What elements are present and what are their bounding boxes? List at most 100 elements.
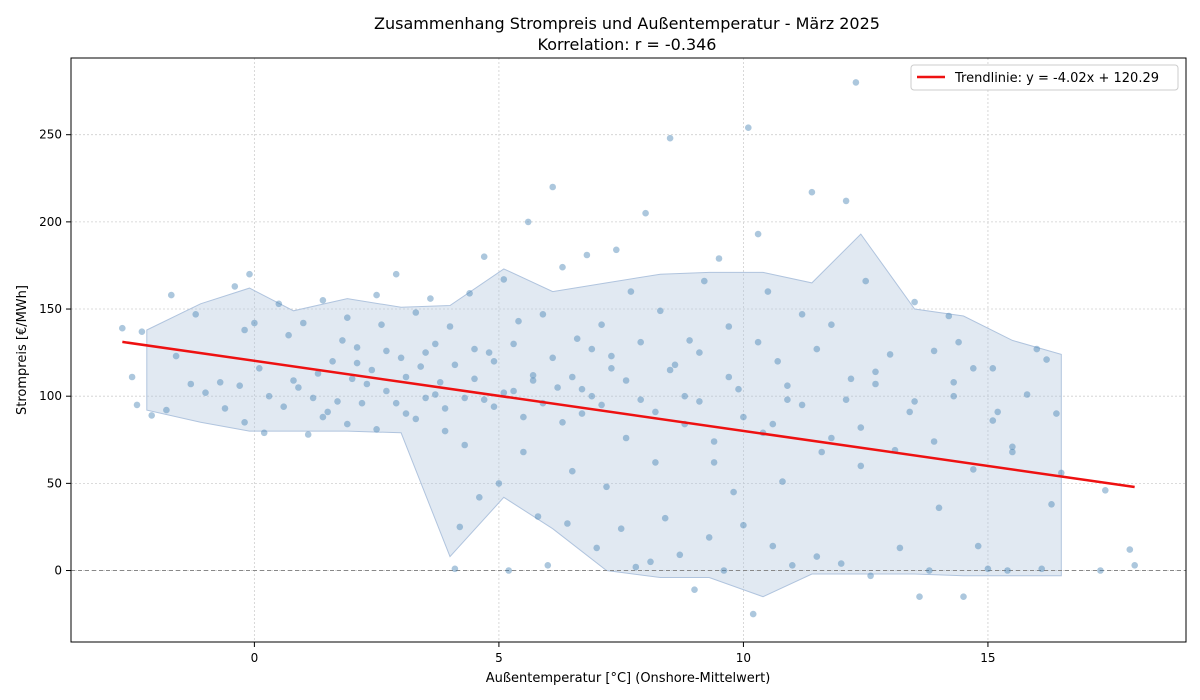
data-point [373, 426, 380, 433]
data-point [446, 323, 454, 330]
data-point [710, 459, 718, 466]
data-point [1043, 356, 1050, 363]
data-point [329, 358, 336, 365]
data-point [828, 434, 835, 442]
data-point [740, 413, 747, 421]
data-point [715, 255, 723, 262]
data-point [705, 534, 713, 541]
data-point [784, 396, 791, 404]
data-point [603, 483, 610, 491]
data-points [119, 79, 1138, 618]
data-point [490, 403, 498, 411]
data-point [701, 277, 708, 285]
data-point [138, 328, 146, 336]
data-point [260, 429, 268, 437]
data-point [1004, 567, 1011, 574]
data-point [515, 317, 522, 325]
data-point [950, 392, 957, 400]
data-point [671, 361, 679, 369]
y-axis-label: Strompreis [€/MWh] [15, 285, 30, 415]
data-point [632, 563, 640, 571]
data-point [1038, 565, 1045, 573]
grid-lines [71, 58, 1186, 642]
data-point [471, 345, 478, 353]
data-point [549, 354, 556, 362]
data-point [485, 349, 493, 356]
data-point [696, 349, 703, 356]
data-point [769, 420, 777, 428]
data-point [994, 408, 1001, 416]
data-point [970, 466, 977, 473]
data-point [637, 338, 644, 346]
data-point [422, 394, 429, 402]
y-tick-label: 100 [39, 389, 62, 403]
data-point [295, 384, 302, 391]
data-point [867, 572, 874, 580]
chart-title: Zusammenhang Strompreis und Außentempera… [374, 14, 880, 33]
data-point [872, 368, 879, 376]
data-point [427, 295, 434, 302]
confidence-band [146, 233, 1062, 598]
data-point [353, 344, 361, 351]
data-point [353, 359, 361, 367]
data-point [578, 385, 586, 393]
y-tick-label: 0 [54, 564, 62, 578]
data-point [617, 525, 625, 532]
data-point [1053, 410, 1060, 417]
data-point [847, 375, 855, 383]
data-point [652, 459, 659, 466]
data-point [588, 392, 596, 400]
data-point [989, 417, 997, 424]
data-point [569, 373, 576, 381]
data-point [569, 467, 576, 475]
data-point [358, 399, 366, 407]
data-point [441, 427, 449, 435]
data-point [524, 218, 532, 226]
data-point [911, 298, 918, 306]
data-point [857, 424, 865, 431]
data-point [480, 396, 488, 404]
data-point [510, 387, 517, 395]
data-point [422, 349, 429, 356]
data-point [573, 335, 581, 343]
data-point [970, 365, 977, 372]
data-point [392, 270, 400, 278]
data-point [593, 544, 600, 552]
data-point [290, 377, 297, 384]
data-point [383, 387, 390, 395]
data-point [221, 405, 229, 412]
data-point [339, 337, 346, 344]
data-point [495, 480, 503, 487]
data-point [808, 188, 816, 196]
x-tick-label: 15 [980, 651, 995, 665]
data-point [265, 392, 273, 400]
y-tick-label: 200 [39, 215, 62, 229]
data-point [769, 542, 777, 550]
data-point [192, 311, 199, 318]
data-point [441, 405, 449, 412]
data-point [818, 448, 825, 456]
x-tick-label: 5 [495, 651, 503, 665]
data-point [544, 562, 552, 569]
data-point [725, 373, 733, 381]
data-point [309, 394, 317, 402]
data-point [554, 384, 561, 391]
data-point [1009, 448, 1016, 456]
data-point [666, 366, 674, 374]
data-point [280, 403, 288, 411]
data-point [480, 253, 488, 260]
data-point [314, 370, 322, 377]
data-point [681, 392, 688, 400]
data-point [652, 408, 659, 416]
data-point [319, 413, 327, 421]
data-point [735, 385, 742, 393]
data-point [334, 398, 341, 405]
data-point [608, 352, 615, 360]
data-point [466, 290, 473, 297]
data-point [148, 412, 155, 419]
data-point [930, 347, 938, 355]
data-point [828, 321, 835, 329]
data-point [691, 586, 698, 593]
data-point [133, 401, 141, 409]
data-point [119, 324, 126, 332]
